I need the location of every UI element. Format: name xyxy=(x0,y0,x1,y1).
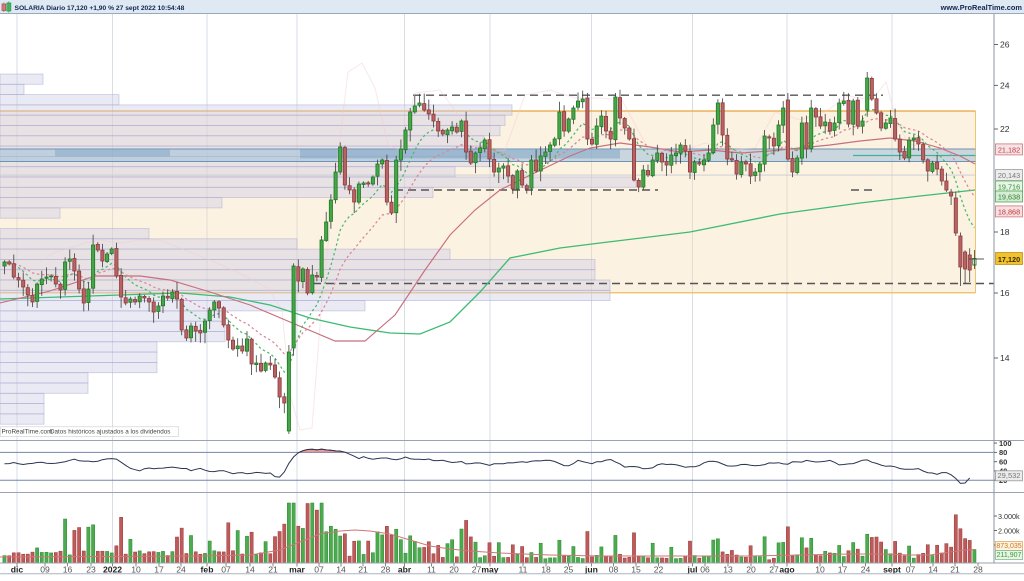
svg-text:09: 09 xyxy=(40,565,50,575)
svg-text:sept: sept xyxy=(883,565,901,575)
svg-text:16: 16 xyxy=(1000,288,1010,298)
svg-text:Datos históricos ajustados a l: Datos históricos ajustados a los dividen… xyxy=(50,429,170,436)
svg-text:22: 22 xyxy=(654,565,664,575)
svg-text:20,143: 20,143 xyxy=(998,171,1020,180)
svg-text:07: 07 xyxy=(221,565,231,575)
svg-text:21: 21 xyxy=(268,565,278,575)
svg-text:21: 21 xyxy=(950,565,960,575)
svg-text:14: 14 xyxy=(1000,353,1010,363)
svg-text:11: 11 xyxy=(427,565,436,575)
svg-text:21,182: 21,182 xyxy=(998,145,1020,154)
svg-text:abr: abr xyxy=(398,565,412,575)
svg-text:10: 10 xyxy=(131,565,141,575)
svg-text:23: 23 xyxy=(86,565,96,575)
svg-text:07: 07 xyxy=(314,565,324,575)
svg-text:24: 24 xyxy=(861,565,871,575)
svg-text:15: 15 xyxy=(631,565,641,575)
svg-text:17,120: 17,120 xyxy=(998,255,1020,264)
svg-text:jul: jul xyxy=(686,565,697,575)
svg-text:17: 17 xyxy=(838,565,848,575)
svg-text:26: 26 xyxy=(1000,40,1010,50)
svg-text:13: 13 xyxy=(723,565,733,575)
svg-text:3.000k: 3.000k xyxy=(998,512,1020,521)
svg-text:28: 28 xyxy=(381,565,391,575)
svg-text:www.ProRealTime.com: www.ProRealTime.com xyxy=(940,3,1023,12)
svg-text:29,532: 29,532 xyxy=(998,471,1021,480)
svg-text:mar: mar xyxy=(289,565,305,575)
svg-text:21: 21 xyxy=(358,565,368,575)
svg-text:20: 20 xyxy=(746,565,756,575)
svg-text:16: 16 xyxy=(63,565,73,575)
svg-text:11: 11 xyxy=(519,565,528,575)
svg-text:18,868: 18,868 xyxy=(998,207,1020,216)
svg-text:08: 08 xyxy=(609,565,619,575)
svg-text:10: 10 xyxy=(815,565,825,575)
svg-text:27: 27 xyxy=(472,565,482,575)
svg-text:100: 100 xyxy=(999,439,1012,448)
svg-text:SOLARIA Diario 17,120 +1,90 %: SOLARIA Diario 17,120 +1,90 % 27 sept 20… xyxy=(15,5,185,12)
svg-text:19,638: 19,638 xyxy=(998,192,1020,201)
svg-text:14: 14 xyxy=(336,565,346,575)
svg-text:07: 07 xyxy=(906,565,916,575)
svg-text:dic: dic xyxy=(11,565,24,575)
svg-text:18: 18 xyxy=(541,565,551,575)
svg-text:18: 18 xyxy=(1000,227,1010,237)
svg-text:14: 14 xyxy=(245,565,255,575)
svg-text:25: 25 xyxy=(564,565,574,575)
svg-text:211,907: 211,907 xyxy=(997,552,1022,559)
svg-text:ProRealTime.com: ProRealTime.com xyxy=(2,429,53,436)
svg-text:27: 27 xyxy=(769,565,779,575)
svg-text:19,716: 19,716 xyxy=(998,182,1020,191)
svg-text:80: 80 xyxy=(999,448,1007,457)
svg-text:2.000k: 2.000k xyxy=(998,526,1020,535)
svg-text:jun: jun xyxy=(584,565,598,575)
svg-text:14: 14 xyxy=(928,565,938,575)
svg-text:28: 28 xyxy=(973,565,983,575)
svg-text:2022: 2022 xyxy=(103,565,122,575)
svg-text:873,035: 873,035 xyxy=(996,543,1021,550)
svg-text:may: may xyxy=(481,565,498,575)
svg-text:06: 06 xyxy=(700,565,710,575)
svg-text:ago: ago xyxy=(779,565,794,575)
svg-text:24: 24 xyxy=(176,565,186,575)
svg-text:feb: feb xyxy=(201,565,214,575)
svg-text:17: 17 xyxy=(154,565,164,575)
svg-text:20: 20 xyxy=(449,565,459,575)
svg-text:22: 22 xyxy=(1000,124,1010,134)
svg-text:60: 60 xyxy=(999,458,1007,467)
svg-text:24: 24 xyxy=(1000,80,1010,90)
